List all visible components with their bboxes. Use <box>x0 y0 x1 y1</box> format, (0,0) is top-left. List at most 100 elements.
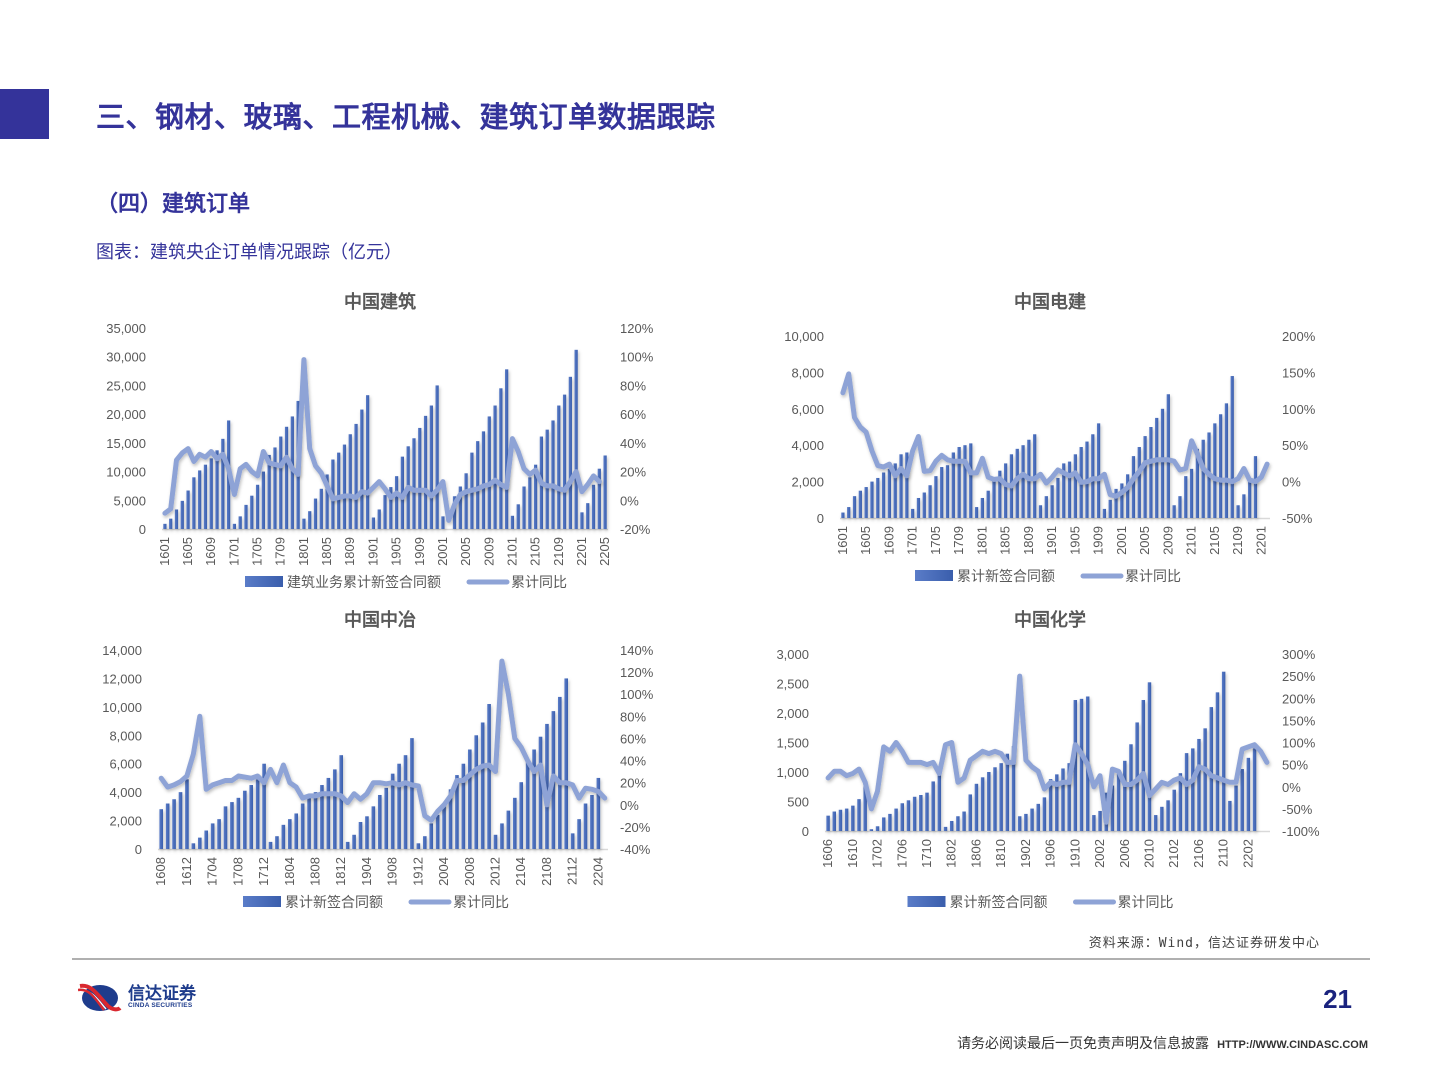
svg-text:1610: 1610 <box>845 839 860 868</box>
svg-text:1,000: 1,000 <box>776 765 809 780</box>
chart-chemchina: 中国化学 0 500 1,000 1,500 2,000 2,500 3,000 -100% -… <box>760 602 1340 922</box>
svg-text:1605: 1605 <box>858 526 873 555</box>
svg-text:14,000: 14,000 <box>102 643 142 658</box>
svg-text:2112: 2112 <box>565 857 580 885</box>
svg-text:40%: 40% <box>620 436 646 451</box>
svg-text:120%: 120% <box>620 665 654 680</box>
svg-text:-100%: -100% <box>1282 824 1320 839</box>
svg-text:1801: 1801 <box>296 537 311 566</box>
svg-text:2,000: 2,000 <box>791 475 824 490</box>
svg-text:3,000: 3,000 <box>776 647 809 662</box>
chart-title: 中国化学 <box>1014 610 1086 630</box>
svg-text:6,000: 6,000 <box>109 757 142 772</box>
logo-text: 信达证券 CINDA SECURITIES <box>128 985 196 1009</box>
logo-text-en: CINDA SECURITIES <box>128 1002 193 1009</box>
svg-text:1909: 1909 <box>1091 526 1106 555</box>
svg-text:40%: 40% <box>620 754 646 769</box>
svg-text:10,000: 10,000 <box>784 329 824 344</box>
svg-text:2201: 2201 <box>574 537 589 566</box>
svg-text:1609: 1609 <box>881 526 896 555</box>
svg-text:10,000: 10,000 <box>102 700 142 715</box>
svg-text:0: 0 <box>817 511 824 526</box>
svg-text:4,000: 4,000 <box>791 438 824 453</box>
svg-text:-20%: -20% <box>620 820 651 835</box>
svg-text:1702: 1702 <box>870 839 885 868</box>
chart-plot: 0 5,000 10,000 15,000 20,000 25,000 30,000 35,0… <box>106 321 654 590</box>
svg-text:0: 0 <box>139 522 146 537</box>
svg-text:60%: 60% <box>620 407 646 422</box>
svg-text:1909: 1909 <box>412 537 427 566</box>
svg-text:100%: 100% <box>620 687 654 702</box>
svg-text:250%: 250% <box>1282 669 1316 684</box>
svg-text:2201: 2201 <box>1253 526 1268 555</box>
svg-text:2110: 2110 <box>1216 839 1231 867</box>
svg-text:2101: 2101 <box>1184 526 1199 555</box>
svg-text:1809: 1809 <box>342 537 357 566</box>
chart-title: 中国中冶 <box>344 610 416 630</box>
svg-text:1609: 1609 <box>203 537 218 566</box>
svg-text:2005: 2005 <box>458 537 473 566</box>
svg-text:1906: 1906 <box>1043 839 1058 868</box>
chart-powerchina: 中国电建 0 2,000 4,000 6,000 8,000 10,000 -50% 0% 50… <box>760 284 1340 594</box>
svg-text:140%: 140% <box>620 643 654 658</box>
svg-text:-50%: -50% <box>1282 802 1313 817</box>
svg-text:1804: 1804 <box>282 857 297 886</box>
svg-text:0%: 0% <box>1282 780 1301 795</box>
svg-text:1802: 1802 <box>944 839 959 868</box>
svg-text:1810: 1810 <box>993 839 1008 868</box>
disclaimer-text: 请务必阅读最后一页免责声明及信息披露 <box>957 1035 1210 1051</box>
website-link[interactable]: HTTP://WWW.CINDASC.COM <box>1217 1039 1368 1051</box>
svg-text:累计同比: 累计同比 <box>1125 568 1181 584</box>
svg-text:1704: 1704 <box>205 857 220 886</box>
svg-text:2,500: 2,500 <box>776 677 809 692</box>
svg-text:80%: 80% <box>620 378 646 393</box>
svg-text:1801: 1801 <box>974 526 989 555</box>
footer-divider <box>72 958 1370 960</box>
svg-text:0: 0 <box>802 824 809 839</box>
svg-text:2001: 2001 <box>1114 526 1129 555</box>
svg-text:60%: 60% <box>620 731 646 746</box>
svg-text:建筑业务累计新签合同额: 建筑业务累计新签合同额 <box>287 574 441 590</box>
svg-text:12,000: 12,000 <box>102 671 142 686</box>
cinda-logo-icon <box>78 983 122 1012</box>
svg-text:1708: 1708 <box>230 857 245 886</box>
svg-text:1808: 1808 <box>308 857 323 886</box>
svg-text:1910: 1910 <box>1067 839 1082 868</box>
svg-text:2108: 2108 <box>539 857 554 886</box>
svg-text:100%: 100% <box>620 350 654 365</box>
svg-text:20%: 20% <box>620 776 646 791</box>
svg-text:1908: 1908 <box>385 857 400 886</box>
section-title: （四）建筑订单 <box>96 191 251 216</box>
svg-text:0%: 0% <box>620 798 639 813</box>
svg-text:-50%: -50% <box>1282 511 1313 526</box>
svg-text:80%: 80% <box>620 709 646 724</box>
svg-text:100%: 100% <box>1282 736 1316 751</box>
svg-text:累计新签合同额: 累计新签合同额 <box>950 894 1048 910</box>
svg-text:25,000: 25,000 <box>106 378 146 393</box>
svg-text:2010: 2010 <box>1141 839 1156 868</box>
svg-text:0: 0 <box>135 842 142 857</box>
svg-text:150%: 150% <box>1282 713 1316 728</box>
title-accent-block <box>0 89 49 139</box>
svg-text:2,000: 2,000 <box>776 706 809 721</box>
chart-plot: 0 2,000 4,000 6,000 8,000 10,000 12,000 14,000 -… <box>102 643 654 910</box>
svg-text:4,000: 4,000 <box>109 785 142 800</box>
svg-text:1901: 1901 <box>1044 526 1059 555</box>
svg-text:2109: 2109 <box>551 537 566 566</box>
svg-text:0%: 0% <box>1282 475 1301 490</box>
svg-text:1,500: 1,500 <box>776 736 809 751</box>
chart-mcc: 中国中冶 0 2,000 4,000 6,000 8,000 10,000 12,000 14… <box>90 602 670 922</box>
svg-text:2101: 2101 <box>504 537 519 566</box>
chart-plot: 0 2,000 4,000 6,000 8,000 10,000 -50% 0% 50% 100%… <box>784 329 1316 584</box>
svg-text:1902: 1902 <box>1018 839 1033 868</box>
svg-text:1905: 1905 <box>389 537 404 566</box>
figure-caption: 图表：建筑央企订单情况跟踪（亿元） <box>96 242 402 262</box>
svg-text:1701: 1701 <box>905 526 920 555</box>
chart-plot: 0 500 1,000 1,500 2,000 2,500 3,000 -100% -50% 0%… <box>776 647 1320 910</box>
svg-text:200%: 200% <box>1282 329 1316 344</box>
svg-text:6,000: 6,000 <box>791 402 824 417</box>
svg-text:1612: 1612 <box>179 857 194 886</box>
svg-text:累计同比: 累计同比 <box>1118 894 1174 910</box>
svg-text:200%: 200% <box>1282 691 1316 706</box>
svg-text:0%: 0% <box>620 493 639 508</box>
